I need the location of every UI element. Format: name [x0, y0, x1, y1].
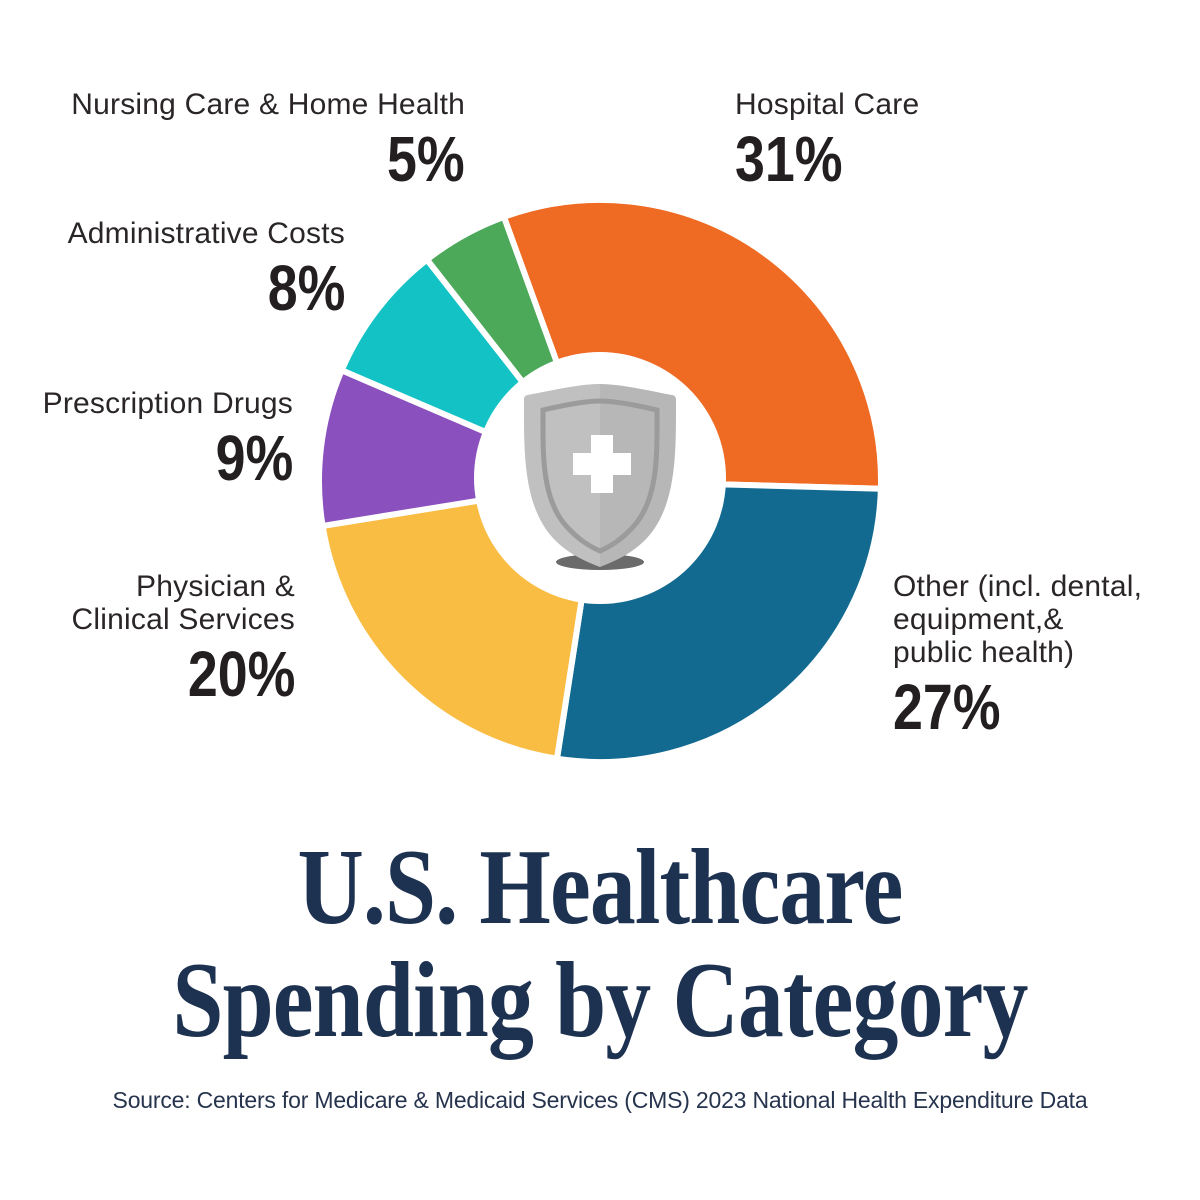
source-attribution: Source: Centers for Medicare & Medicaid …	[112, 1087, 1088, 1113]
callout-hospital-care: Hospital Care 31%	[735, 88, 920, 195]
percent-value: 31%	[735, 123, 843, 195]
percent-value: 9%	[215, 422, 293, 494]
chart-title-line-2: Spending by Category	[172, 941, 1028, 1060]
callout-nursing-care: Nursing Care & Home Health 5%	[71, 88, 465, 195]
category-label: Physician &	[136, 570, 295, 603]
shield-inner-outline	[540, 398, 660, 554]
category-label: public health)	[893, 636, 1075, 669]
medical-cross-icon	[573, 435, 631, 493]
callout-physician-clinical-services: Physician & Clinical Services 20%	[71, 570, 295, 710]
category-label: Administrative Costs	[67, 217, 345, 250]
category-label: Nursing Care & Home Health	[71, 88, 465, 121]
callout-administrative-costs: Administrative Costs 8%	[67, 217, 345, 324]
percent-value: 5%	[387, 123, 465, 195]
percent-value: 27%	[893, 671, 1001, 743]
category-label: Hospital Care	[735, 88, 920, 121]
callout-other: Other (incl. dental, equipment,& public …	[893, 570, 1143, 743]
medical-shield-icon	[523, 384, 677, 570]
category-label: equipment,&	[893, 603, 1064, 636]
category-label: Prescription Drugs	[42, 387, 293, 420]
callout-prescription-drugs: Prescription Drugs 9%	[42, 387, 293, 494]
chart-title: U.S. Healthcare Spending by Category	[0, 831, 1200, 1057]
chart-title-line-1: U.S. Healthcare	[297, 828, 903, 947]
category-label: Other (incl. dental,	[893, 570, 1143, 603]
percent-value: 8%	[267, 252, 345, 324]
category-label: Clinical Services	[71, 603, 295, 636]
percent-value: 20%	[187, 638, 295, 710]
